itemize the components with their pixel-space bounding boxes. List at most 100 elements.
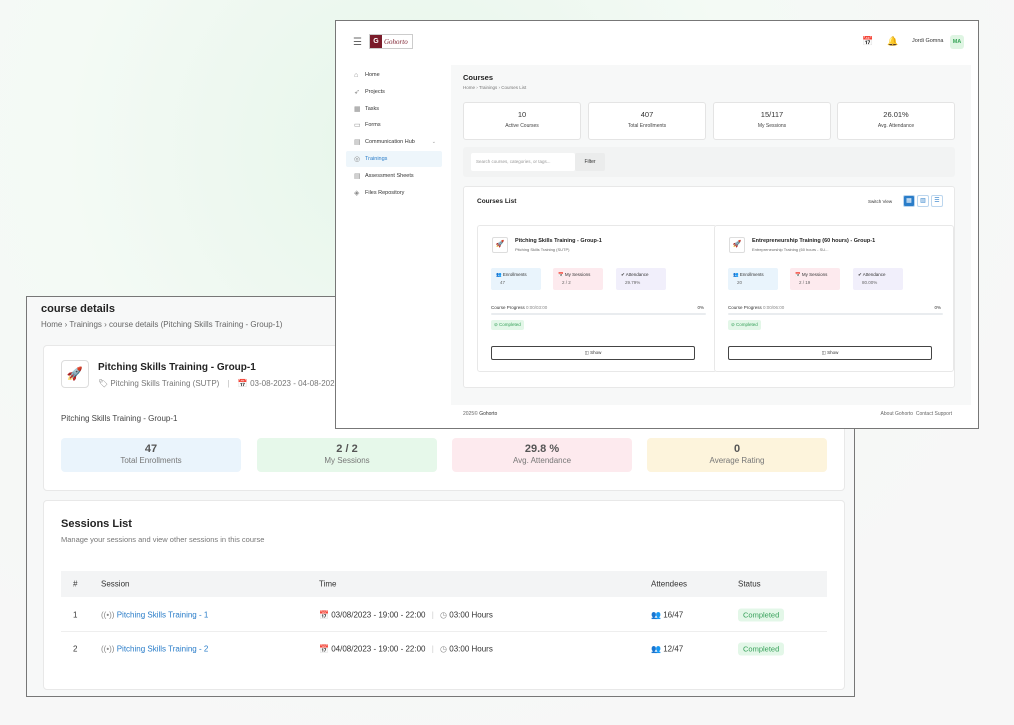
- sidebar-item-home[interactable]: ⌂ Home: [346, 67, 442, 83]
- logo[interactable]: G Gohorto: [369, 34, 413, 49]
- clock-icon: ◷: [440, 644, 448, 654]
- contact-link[interactable]: Contact Support: [915, 411, 952, 417]
- col-status: Status: [738, 579, 761, 589]
- sidebar-item-projects[interactable]: ➶ Projects: [346, 84, 442, 100]
- sidebar-item-trainings[interactable]: ◎ Trainings: [346, 150, 442, 167]
- search-input[interactable]: Search courses, categories, or tags...: [471, 153, 575, 171]
- course-card-subtitle: Entrepreneurship Training (60 hours - SU…: [752, 247, 829, 252]
- stat-active-courses: 10 Active Courses: [463, 102, 581, 140]
- stat-avg-attendance: 26.01% Avg. Attendance: [837, 102, 955, 140]
- status-badge: Completed: [738, 642, 785, 656]
- sessions-card: Sessions List Manage your sessions and v…: [43, 500, 845, 690]
- topbar: ☰ G Gohorto 📅 🔔 Jordi Gomna MA: [336, 21, 978, 63]
- sidebar: ⌂ Home ➶ Projects ▦ Tasks ▭ Forms ▤ Communication…: [346, 67, 442, 201]
- footer-links: About Gohorto Contact Support: [881, 411, 952, 417]
- col-session: Session: [101, 579, 130, 589]
- status-badge: ⊘ Completed: [728, 320, 761, 330]
- breadcrumb-home[interactable]: Home: [463, 85, 476, 90]
- course-name: Pitching Skills Training - Group-1: [98, 362, 256, 373]
- filter-button[interactable]: Filter: [575, 153, 605, 171]
- progress-percent: 0%: [697, 305, 704, 310]
- bell-icon[interactable]: 🔔: [887, 36, 899, 46]
- clock-icon: ◷: [440, 610, 448, 619]
- mini-attendance: ✔ Attendance 29.79%: [616, 268, 666, 290]
- footer-year: 2025©: [463, 411, 478, 417]
- check-circle-icon: ⊘: [731, 322, 735, 327]
- page-title: Courses: [463, 73, 494, 82]
- sidebar-item-label: Forms: [365, 122, 381, 129]
- breadcrumb-home[interactable]: Home: [41, 320, 63, 329]
- rocket-icon: 🚀: [729, 237, 745, 253]
- stat-total-enrollments: 407 Total Enrollments: [588, 102, 706, 140]
- progress-bar: [728, 313, 943, 315]
- grid-icon: ▦: [354, 105, 361, 113]
- layers-icon: ◈: [354, 189, 360, 197]
- mini-enrollments: 👥 Enrollments 47: [491, 268, 541, 290]
- show-button[interactable]: ◫ Show: [491, 346, 695, 360]
- sidebar-item-forms[interactable]: ▭ Forms: [346, 117, 442, 133]
- breadcrumb-current: Courses List: [501, 85, 527, 90]
- session-link[interactable]: ((•)) Pitching Skills Training - 1: [101, 610, 209, 619]
- stat-total-enrollments: 47 Total Enrollments: [61, 438, 241, 472]
- user-name[interactable]: Jordi Gomna: [912, 38, 944, 44]
- users-icon: 👥: [496, 272, 502, 277]
- sidebar-item-label: Tasks: [365, 105, 380, 112]
- switch-view-label: Switch View: [868, 199, 893, 204]
- sidebar-item-files-repository[interactable]: ◈ Files Repository: [346, 185, 442, 201]
- grid-view-icon[interactable]: ▦: [903, 195, 915, 207]
- about-link[interactable]: About Gohorto: [880, 411, 914, 417]
- list-view-icon[interactable]: ☰: [931, 195, 943, 207]
- status-badge: ⊘ Completed: [491, 320, 524, 330]
- calendar-icon[interactable]: 📅: [862, 36, 874, 46]
- users-icon: 👥: [733, 272, 739, 277]
- sheet-icon: ▤: [354, 172, 361, 180]
- session-link[interactable]: ((•)) Pitching Skills Training - 2: [101, 644, 209, 654]
- tag-icon: 🏷: [98, 379, 109, 388]
- chevron-down-icon[interactable]: ⌄: [431, 139, 436, 146]
- row-num: 1: [73, 610, 78, 619]
- eye-icon: ◫: [821, 350, 826, 355]
- rocket-icon: ➶: [354, 88, 360, 96]
- logo-text: Gohorto: [384, 37, 408, 46]
- stat-avg-attendance: 29.8 % Avg. Attendance: [452, 438, 632, 472]
- course-meta: 🏷 Pitching Skills Training (SUTP) | 📅 03…: [98, 379, 340, 388]
- mini-attendance: ✔ Attendance 80.00%: [853, 268, 903, 290]
- footer-brand[interactable]: Gohorto: [479, 411, 498, 417]
- sessions-subtitle: Manage your sessions and view other sess…: [61, 535, 265, 544]
- rocket-icon: 🚀: [492, 237, 508, 253]
- breadcrumb: Home › Trainings › course details (Pitch…: [41, 320, 283, 329]
- check-circle-icon: ⊘: [494, 322, 498, 327]
- sidebar-item-communication-hub[interactable]: ▤ Communication Hub ⌄: [346, 134, 442, 150]
- check-icon: ✔: [858, 272, 862, 277]
- logo-mark: G: [370, 35, 382, 48]
- attendees: 👥 16/47: [651, 610, 684, 619]
- session-time: 📅 04/08/2023 - 19:00 - 22:00 | ◷ 03:00 H…: [319, 644, 493, 654]
- sidebar-item-label: Home: [365, 72, 380, 78]
- calendar-icon: 📅: [795, 272, 801, 277]
- sidebar-item-tasks[interactable]: ▦ Tasks: [346, 101, 442, 117]
- sidebar-item-label: Projects: [365, 88, 385, 95]
- breadcrumb-trainings[interactable]: Trainings: [478, 85, 498, 90]
- check-icon: ✔: [621, 272, 625, 277]
- course-card-subtitle: Pitching Skills Training (SUTP): [515, 247, 570, 252]
- eye-icon: ◫: [584, 350, 589, 355]
- sidebar-item-assessment-sheets[interactable]: ▤ Assessment Sheets: [346, 168, 442, 184]
- sidebar-item-label: Assessment Sheets: [365, 172, 414, 179]
- course-dates: 03-08-2023 - 04-08-2023: [250, 379, 340, 388]
- menu-icon[interactable]: ☰: [353, 37, 362, 48]
- rocket-icon: 🚀: [61, 360, 89, 388]
- breadcrumb-trainings[interactable]: Trainings: [69, 320, 102, 329]
- sessions-title: Sessions List: [61, 518, 132, 530]
- col-time: Time: [319, 579, 337, 589]
- avatar[interactable]: MA: [950, 35, 964, 49]
- show-button[interactable]: ◫ Show: [728, 346, 932, 360]
- attendees: 👥 12/47: [651, 644, 684, 654]
- table-row: 1 ((•)) Pitching Skills Training - 1 📅 0…: [61, 598, 827, 632]
- progress-bar: [491, 313, 706, 315]
- course-code: Pitching Skills Training (SUTP): [110, 379, 220, 388]
- mini-enrollments: 👥 Enrollments 20: [728, 268, 778, 290]
- progress-label: Course Progress 0:00/06:00: [728, 305, 785, 310]
- row-num: 2: [73, 644, 78, 654]
- columns-view-icon[interactable]: ▥: [917, 195, 929, 207]
- footer-copyright: 2025© Gohorto: [463, 411, 497, 417]
